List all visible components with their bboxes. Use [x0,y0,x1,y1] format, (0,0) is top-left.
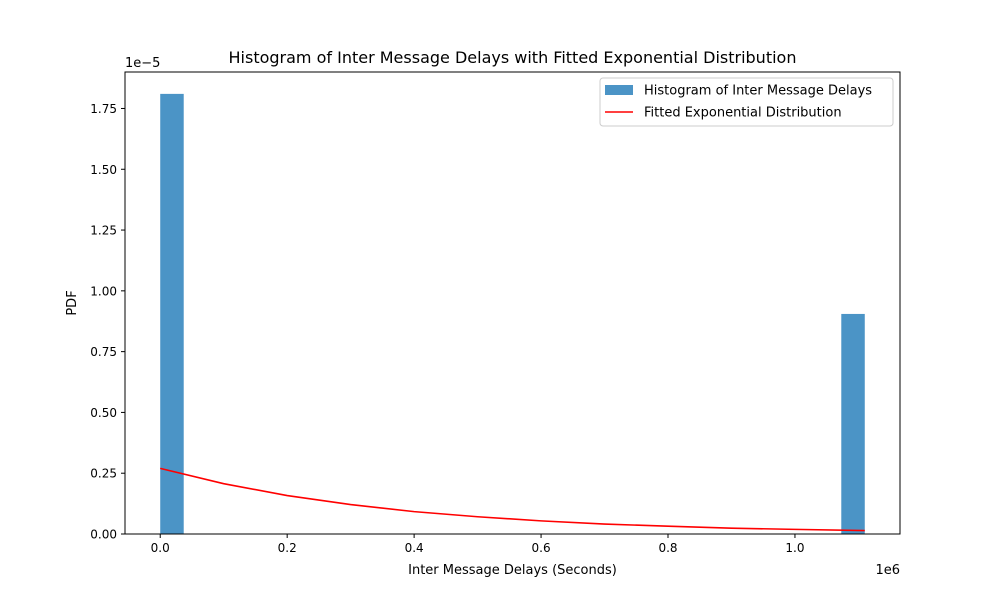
y-axis-ticks: 0.00 0.25 0.50 0.75 1.00 1.25 1.50 1.75 [90,102,125,542]
x-tick-label: 0.6 [532,541,551,555]
legend: Histogram of Inter Message Delays Fitted … [599,77,894,127]
x-axis-offset-label: 1e6 [875,563,900,578]
x-axis-ticks: 0.0 0.2 0.4 0.6 0.8 1.0 [151,534,804,555]
y-tick-label: 1.25 [90,224,117,238]
y-tick-label: 0.75 [90,345,117,359]
y-axis-label: PDF [65,290,80,315]
plot-frame [124,71,901,535]
legend-swatch-histogram [605,85,633,95]
y-axis-offset-label: 1e−5 [125,56,160,71]
y-tick-label: 1.75 [90,102,117,116]
legend-label: Histogram of Inter Message Delays [644,84,872,99]
legend-label: Fitted Exponential Distribution [644,106,842,121]
legend-box [599,77,894,127]
histogram-bars [160,93,865,534]
histogram-bar [841,313,865,534]
chart-title: Histogram of Inter Message Delays with F… [229,48,797,67]
y-tick-label: 0.00 [90,528,117,542]
fitted-lines [160,467,865,532]
histogram-bar [160,93,184,534]
x-tick-label: 0.8 [658,541,677,555]
y-tick-label: 0.25 [90,467,117,481]
x-tick-label: 0.0 [151,541,170,555]
y-tick-label: 0.50 [90,406,117,420]
y-tick-label: 1.50 [90,163,117,177]
x-tick-label: 1.0 [785,541,804,555]
x-tick-label: 0.4 [405,541,424,555]
x-axis-label: Inter Message Delays (Seconds) [408,563,617,578]
fitted-exponential-line [160,467,865,532]
x-tick-label: 0.2 [278,541,297,555]
y-tick-label: 1.00 [90,284,117,298]
